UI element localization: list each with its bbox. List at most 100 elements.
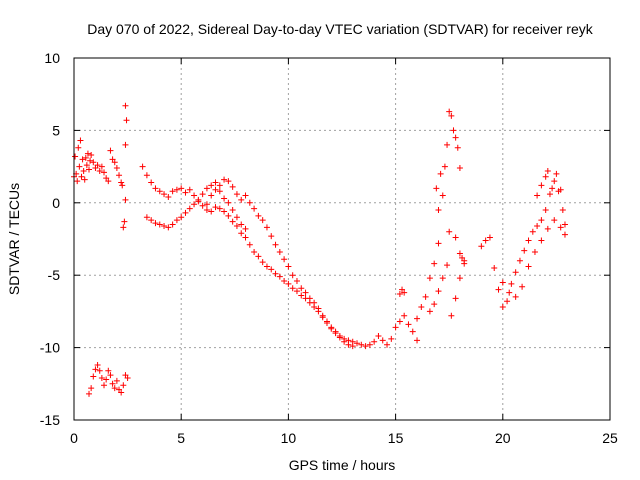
plot-frame xyxy=(73,57,611,421)
data-point xyxy=(519,283,526,290)
data-point xyxy=(225,199,232,206)
data-point xyxy=(94,162,101,169)
x-tick-label: 10 xyxy=(281,430,297,446)
data-point xyxy=(238,230,245,237)
data-point xyxy=(75,144,82,151)
data-point xyxy=(113,377,120,384)
data-point xyxy=(546,191,553,198)
data-point xyxy=(79,156,86,163)
data-point xyxy=(319,314,326,321)
data-point xyxy=(251,249,258,256)
data-point xyxy=(293,277,300,284)
data-point xyxy=(544,225,551,232)
data-point xyxy=(229,183,236,190)
data-point xyxy=(392,324,399,331)
data-point xyxy=(289,285,296,292)
data-point xyxy=(512,269,519,276)
data-point xyxy=(561,221,568,228)
data-point xyxy=(358,341,365,348)
data-point xyxy=(225,178,232,185)
data-point xyxy=(268,233,275,240)
data-point xyxy=(229,207,236,214)
data-point xyxy=(448,112,455,119)
data-point xyxy=(199,202,206,209)
data-point xyxy=(199,191,206,198)
data-point xyxy=(268,266,275,273)
data-point xyxy=(311,304,318,311)
data-point xyxy=(561,231,568,238)
data-point xyxy=(446,228,453,235)
data-point xyxy=(349,343,356,350)
data-point xyxy=(76,163,83,170)
data-point xyxy=(92,366,99,373)
data-point xyxy=(178,214,185,221)
data-point xyxy=(118,179,125,186)
data-point xyxy=(336,334,343,341)
data-point xyxy=(525,263,532,270)
data-point xyxy=(161,191,168,198)
data-point xyxy=(107,372,114,379)
data-point xyxy=(263,263,270,270)
data-point xyxy=(375,333,382,340)
data-point xyxy=(478,243,485,250)
y-tick-label: -10 xyxy=(40,340,60,356)
data-point xyxy=(255,212,262,219)
data-point xyxy=(101,382,108,389)
data-point xyxy=(212,186,219,193)
data-point xyxy=(298,292,305,299)
data-point xyxy=(456,165,463,172)
data-point xyxy=(482,237,489,244)
data-point xyxy=(221,176,228,183)
data-point xyxy=(414,337,421,344)
data-point xyxy=(506,289,513,296)
data-point xyxy=(521,247,528,254)
data-point xyxy=(456,275,463,282)
data-point xyxy=(525,237,532,244)
data-point xyxy=(512,293,519,300)
data-point xyxy=(109,380,116,387)
data-point xyxy=(111,159,118,166)
data-point xyxy=(77,137,84,144)
data-point xyxy=(90,373,97,380)
data-point xyxy=(212,204,219,211)
data-point xyxy=(441,163,448,170)
data-point xyxy=(557,224,564,231)
data-point xyxy=(122,196,129,203)
data-point xyxy=(499,304,506,311)
data-point xyxy=(238,196,245,203)
data-point xyxy=(405,321,412,328)
data-point xyxy=(173,186,180,193)
data-point xyxy=(88,152,95,159)
data-point xyxy=(439,275,446,282)
data-point xyxy=(225,212,232,219)
data-point xyxy=(105,178,112,185)
data-point xyxy=(551,217,558,224)
data-point xyxy=(371,338,378,345)
data-point xyxy=(542,207,549,214)
data-point xyxy=(233,222,240,229)
data-point xyxy=(272,270,279,277)
data-point xyxy=(315,308,322,315)
data-point xyxy=(216,182,223,189)
data-point xyxy=(366,341,373,348)
y-tick-labels: -15 -10 -5 0 5 10 xyxy=(40,50,60,428)
data-point xyxy=(437,170,444,177)
data-point xyxy=(302,289,309,296)
data-point xyxy=(78,173,85,180)
y-tick-label: 0 xyxy=(52,195,60,211)
data-point xyxy=(551,178,558,185)
data-point xyxy=(259,217,266,224)
data-point xyxy=(233,191,240,198)
data-point xyxy=(559,207,566,214)
data-point xyxy=(426,308,433,315)
data-point xyxy=(148,179,155,186)
data-point xyxy=(208,208,215,215)
data-point xyxy=(435,288,442,295)
data-point xyxy=(444,262,451,269)
data-point xyxy=(529,228,536,235)
data-point xyxy=(86,166,93,173)
data-point xyxy=(195,198,202,205)
data-point xyxy=(384,341,391,348)
data-point xyxy=(396,318,403,325)
